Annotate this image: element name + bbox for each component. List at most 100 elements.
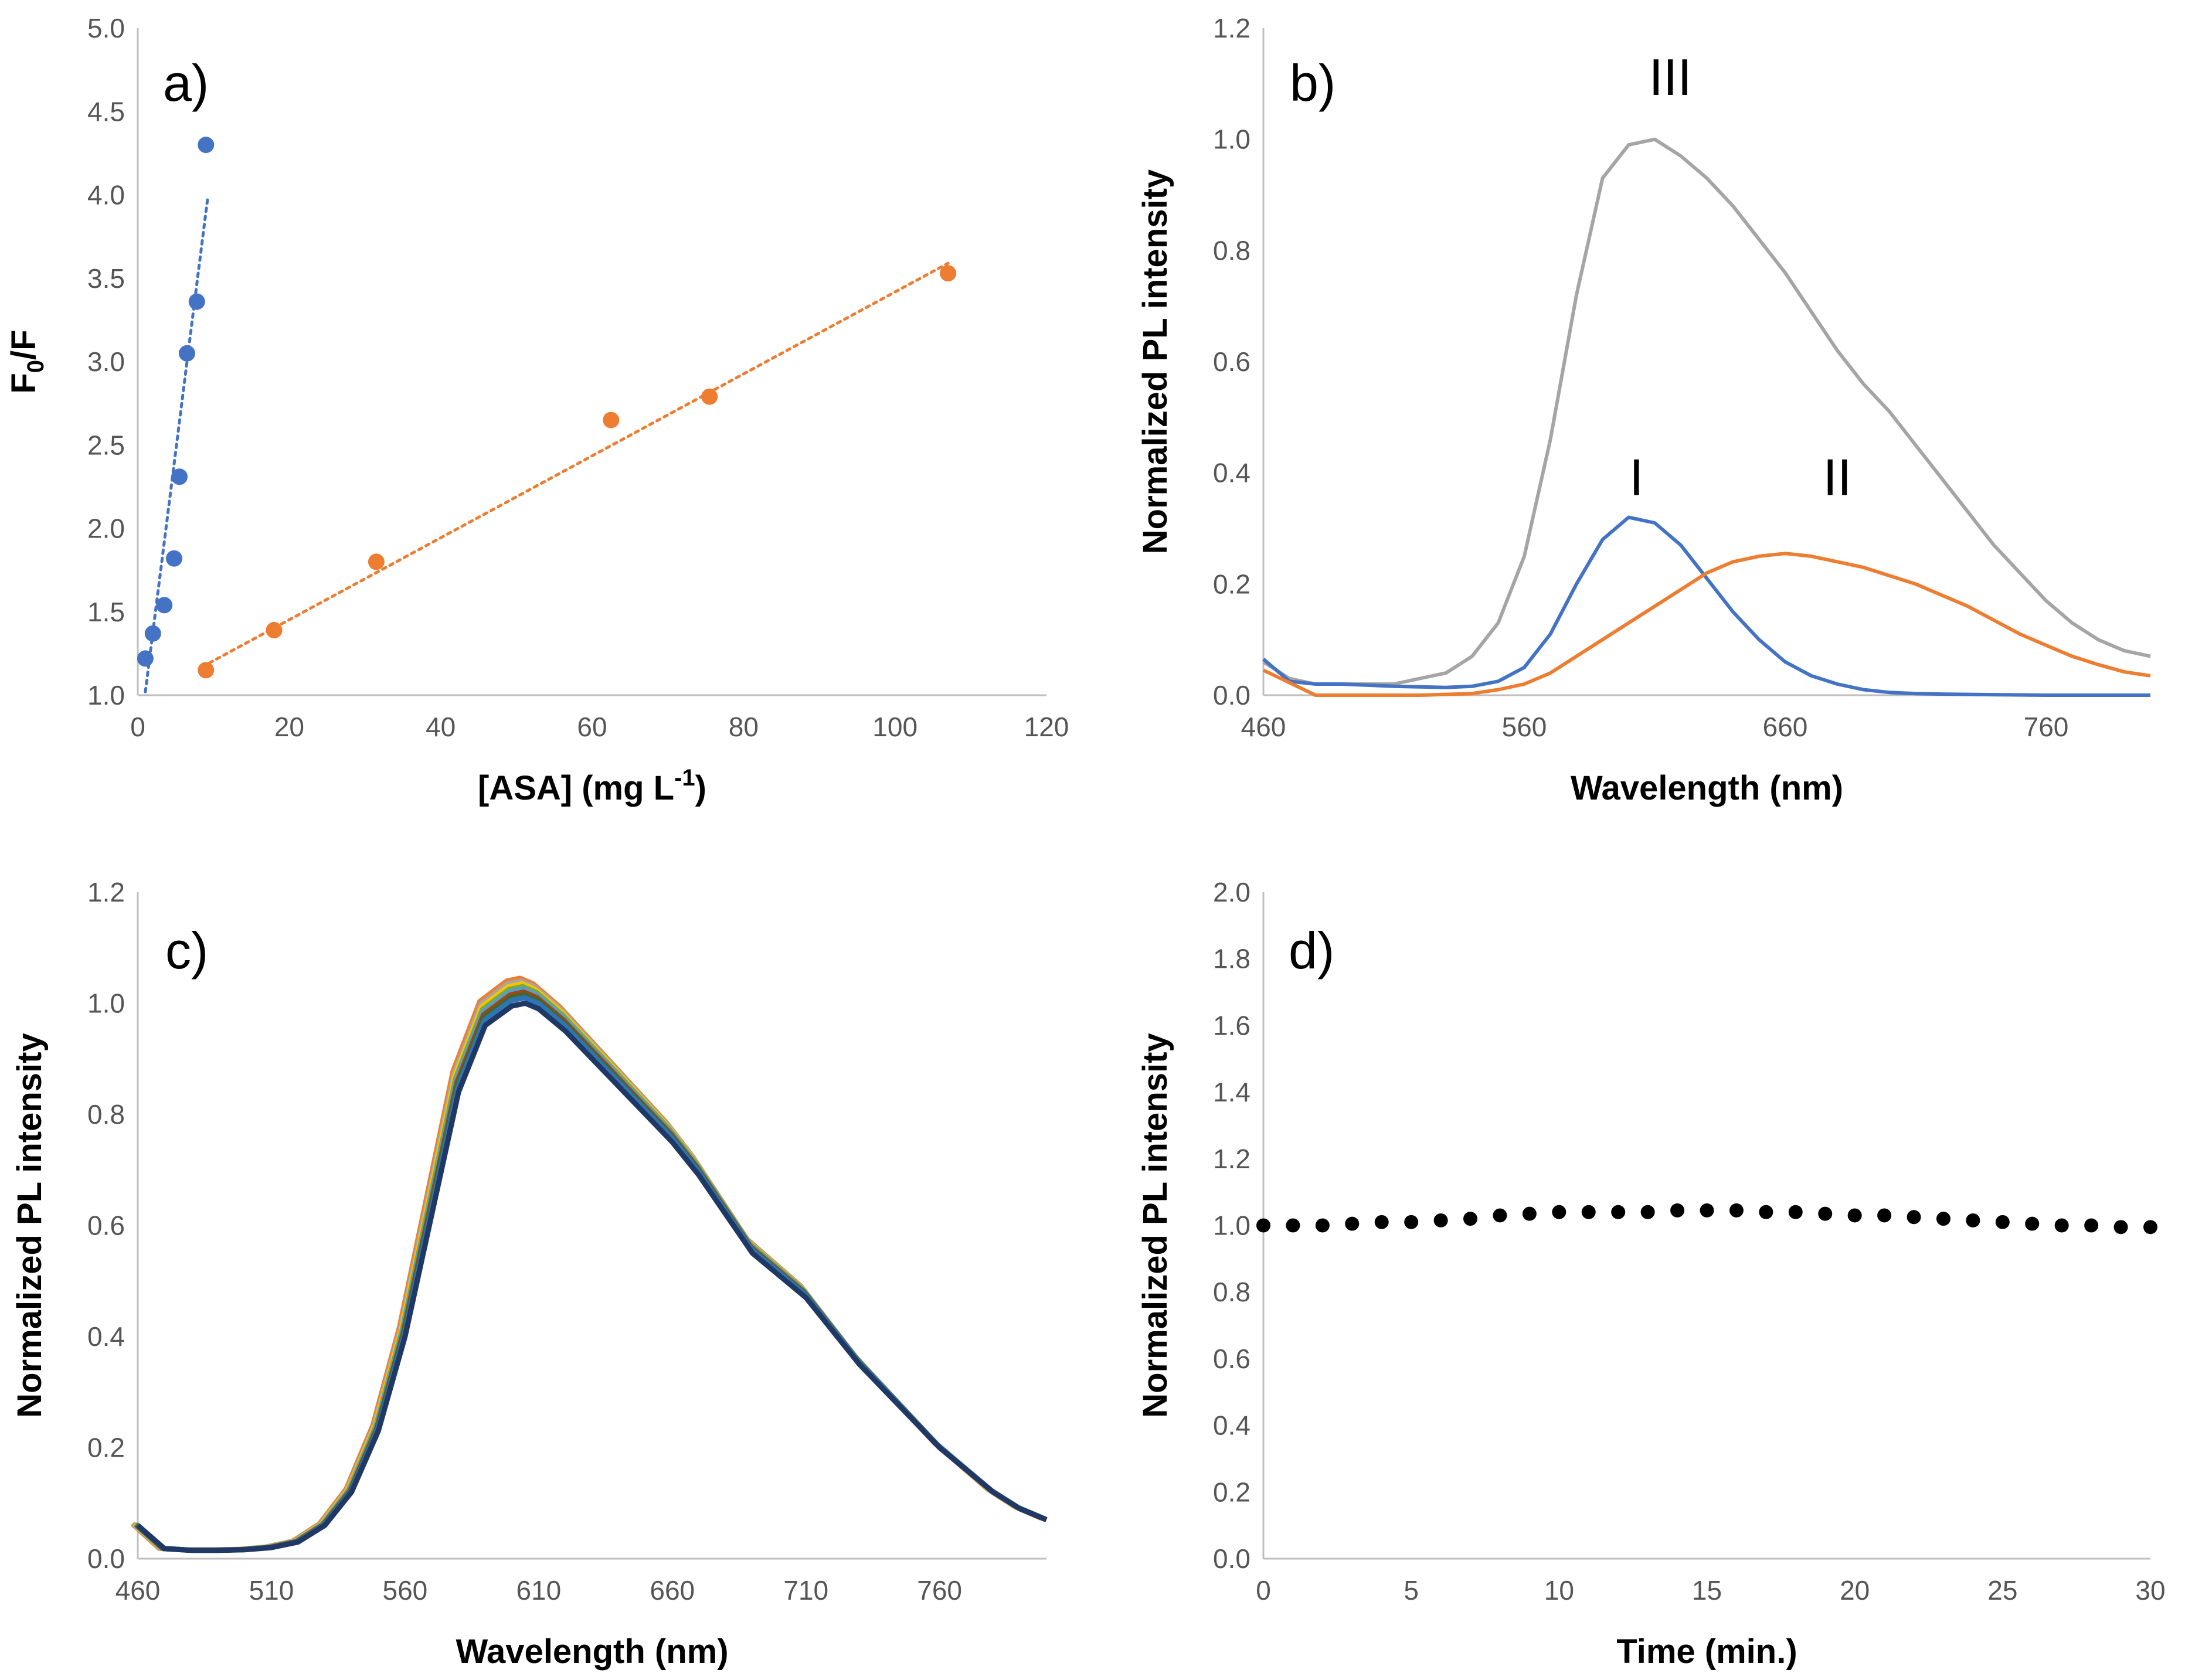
y-tick-label: 0.2 xyxy=(1213,1477,1250,1507)
y-tick-label: 0.4 xyxy=(1213,1410,1250,1441)
data-point xyxy=(1374,1215,1389,1229)
data-point xyxy=(1847,1208,1862,1223)
y-tick-label: 0.0 xyxy=(87,1543,125,1574)
data-point xyxy=(1345,1216,1360,1231)
data-point xyxy=(1877,1208,1892,1223)
panel-d-chart: 0 5 10 15 20 25 30 0.0 0.2 0.4 0.6 0.8 1.0 1.2 1.4 1.6 1… xyxy=(1136,877,2166,1671)
peak-annotation: II xyxy=(1823,448,1852,506)
data-point xyxy=(1493,1208,1507,1223)
data-point xyxy=(2113,1220,2128,1235)
y-tick-label: 0.8 xyxy=(1213,1277,1250,1307)
y-tick-label: 4.0 xyxy=(87,180,125,210)
y-tick-label: 1.2 xyxy=(1213,13,1250,43)
x-tick-label: 0 xyxy=(130,712,145,742)
x-tick-label: 560 xyxy=(1502,712,1547,742)
data-point xyxy=(1670,1203,1685,1218)
data-point xyxy=(1256,1218,1270,1233)
x-tick-label: 5 xyxy=(1404,1575,1419,1606)
data-point-orange xyxy=(940,265,957,282)
x-axis-title: [ASA] (mg L-1) xyxy=(478,765,706,807)
x-tick-label: 0 xyxy=(1256,1575,1271,1606)
data-point-blue xyxy=(137,650,154,667)
y-axis-title: F0/F xyxy=(5,329,49,393)
y-tick-label: 0.6 xyxy=(87,1210,125,1241)
data-point xyxy=(2143,1220,2157,1235)
y-tick-label: 1.0 xyxy=(1213,124,1250,155)
x-tick-label: 660 xyxy=(650,1575,695,1606)
y-tick-label: 1.5 xyxy=(87,597,125,627)
x-axis-title: Wavelength (nm) xyxy=(456,1633,728,1671)
data-point xyxy=(1995,1215,2010,1229)
x-tick-label: 610 xyxy=(516,1575,561,1606)
y-axis-title: Normalized PL intensity xyxy=(1136,1033,1174,1417)
x-tick-label: 40 xyxy=(426,712,456,742)
data-point xyxy=(1936,1212,1950,1226)
data-point xyxy=(1818,1206,1833,1221)
trendline-orange xyxy=(201,261,950,669)
x-tick-label: 760 xyxy=(2024,712,2069,742)
data-point xyxy=(1640,1205,1655,1219)
y-axis-title: Normalized PL intensity xyxy=(11,1033,49,1417)
x-tick-label: 660 xyxy=(1763,712,1808,742)
panel-c-chart: 460 510 560 610 660 710 760 0.0 0.2 0.4 0.6 0.8 1.0 1… xyxy=(11,877,1048,1671)
x-tick-label: 760 xyxy=(917,1575,962,1606)
x-tick-label: 20 xyxy=(1840,1575,1870,1606)
data-point xyxy=(1404,1215,1419,1229)
peak-annotation: III xyxy=(1649,48,1692,106)
data-point xyxy=(1907,1210,1921,1225)
x-tick-label: 30 xyxy=(2135,1575,2165,1606)
y-tick-label: 1.6 xyxy=(1213,1010,1250,1040)
panel-label: a) xyxy=(163,54,209,112)
panel-label: b) xyxy=(1290,54,1336,112)
data-point-blue xyxy=(166,550,182,567)
x-tick-label: 560 xyxy=(383,1575,428,1606)
data-point-orange xyxy=(266,622,283,639)
y-tick-label: 3.0 xyxy=(87,346,125,377)
x-tick-label: 80 xyxy=(729,712,759,742)
y-tick-label: 0.8 xyxy=(87,1099,125,1130)
data-point xyxy=(1552,1205,1566,1219)
data-point xyxy=(1581,1205,1596,1219)
data-point xyxy=(1286,1218,1300,1233)
y-tick-label: 5.0 xyxy=(87,13,125,43)
data-point xyxy=(2084,1218,2099,1233)
series-line-I xyxy=(1262,515,2150,697)
x-tick-label: 60 xyxy=(577,712,607,742)
x-tick-label: 25 xyxy=(1987,1575,2017,1606)
y-tick-label: 2.0 xyxy=(1213,877,1250,907)
data-point-blue xyxy=(156,597,173,614)
y-tick-label: 0.4 xyxy=(87,1321,125,1352)
x-tick-label: 10 xyxy=(1544,1575,1574,1606)
x-tick-label: 100 xyxy=(872,712,918,742)
x-tick-label: 20 xyxy=(274,712,304,742)
y-tick-label: 2.0 xyxy=(87,513,125,544)
y-tick-label: 0.0 xyxy=(1213,680,1250,710)
x-tick-label: 510 xyxy=(249,1575,294,1606)
y-tick-label: 1.2 xyxy=(87,877,125,907)
x-tick-label: 710 xyxy=(783,1575,828,1606)
y-tick-label: 1.0 xyxy=(87,680,125,710)
y-tick-label: 0.2 xyxy=(87,1433,125,1463)
y-tick-label: 1.0 xyxy=(87,988,125,1019)
x-tick-label: 15 xyxy=(1692,1575,1722,1606)
y-tick-label: 1.2 xyxy=(1213,1144,1250,1174)
panel-a-chart: 0 20 40 60 80 100 120 1.0 1.5 2.0 2.5 3.0 3.5 4.0 4.5 5… xyxy=(5,13,1069,807)
data-point-blue xyxy=(144,625,161,642)
y-tick-label: 1.0 xyxy=(1213,1210,1250,1241)
data-point-blue xyxy=(171,468,188,485)
y-tick-label: 1.8 xyxy=(1213,944,1250,974)
x-axis-title: Time (min.) xyxy=(1616,1633,1797,1671)
data-point xyxy=(1522,1206,1537,1221)
data-point-blue xyxy=(178,345,195,362)
panel-label: c) xyxy=(165,921,208,980)
data-point xyxy=(1463,1212,1478,1226)
y-tick-label: 0.0 xyxy=(1213,1543,1250,1574)
data-point xyxy=(1700,1203,1714,1218)
trendline-blue xyxy=(144,198,209,693)
series-line-III xyxy=(1262,137,2151,686)
x-axis-title: Wavelength (nm) xyxy=(1571,769,1843,807)
y-tick-label: 0.2 xyxy=(1213,569,1250,599)
data-point xyxy=(1966,1213,1980,1227)
data-point-orange xyxy=(198,662,215,679)
